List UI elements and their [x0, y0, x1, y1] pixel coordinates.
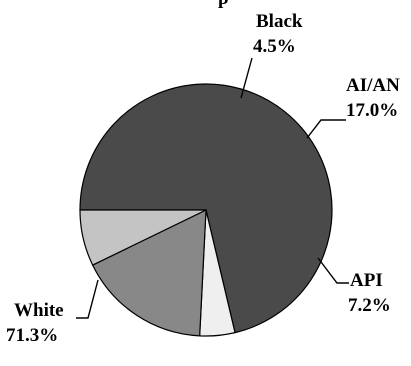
- pie-slices: [79, 83, 333, 337]
- label-api-name: API: [350, 270, 383, 291]
- label-black-value: 4.5%: [253, 36, 296, 57]
- label-black-name: Black: [256, 11, 303, 32]
- leader-black: [240, 57, 253, 99]
- leader-api: [317, 257, 349, 284]
- label-white-value: 71.3%: [6, 325, 58, 346]
- label-aian-value: 17.0%: [346, 100, 398, 121]
- leader-aian: [306, 119, 346, 139]
- pie-slice-white: [79, 83, 333, 334]
- label-aian-name: AI/AN: [346, 75, 400, 96]
- pie-slice-ai-an: [91, 209, 207, 337]
- label-api-value: 7.2%: [348, 295, 391, 316]
- leader-lines: [76, 57, 349, 319]
- label-white-name: White: [14, 300, 64, 321]
- leader-white: [76, 279, 99, 319]
- pie-slice-api: [79, 209, 207, 266]
- chart-title-fragment: p: [218, 0, 229, 9]
